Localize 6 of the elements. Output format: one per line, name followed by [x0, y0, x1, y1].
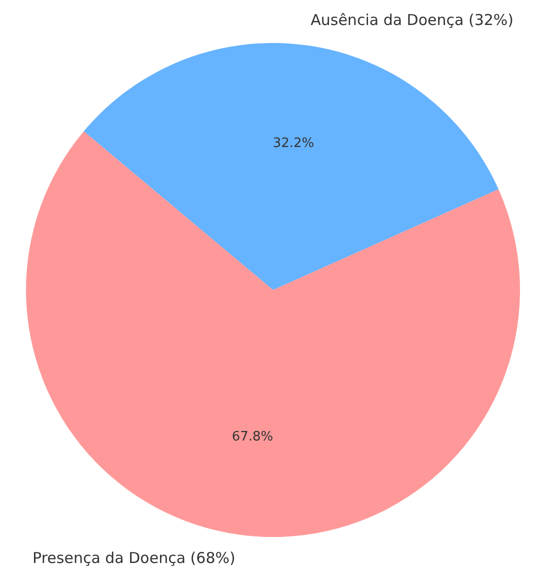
pie-slice	[84, 43, 499, 290]
slice-label: Presença da Doença (68%)	[32, 549, 236, 568]
data-label: 67.8%	[232, 429, 274, 444]
data-label: 32.2%	[272, 136, 314, 151]
pie-slice	[26, 131, 520, 537]
slice-label: Ausência da Doença (32%)	[310, 11, 514, 30]
